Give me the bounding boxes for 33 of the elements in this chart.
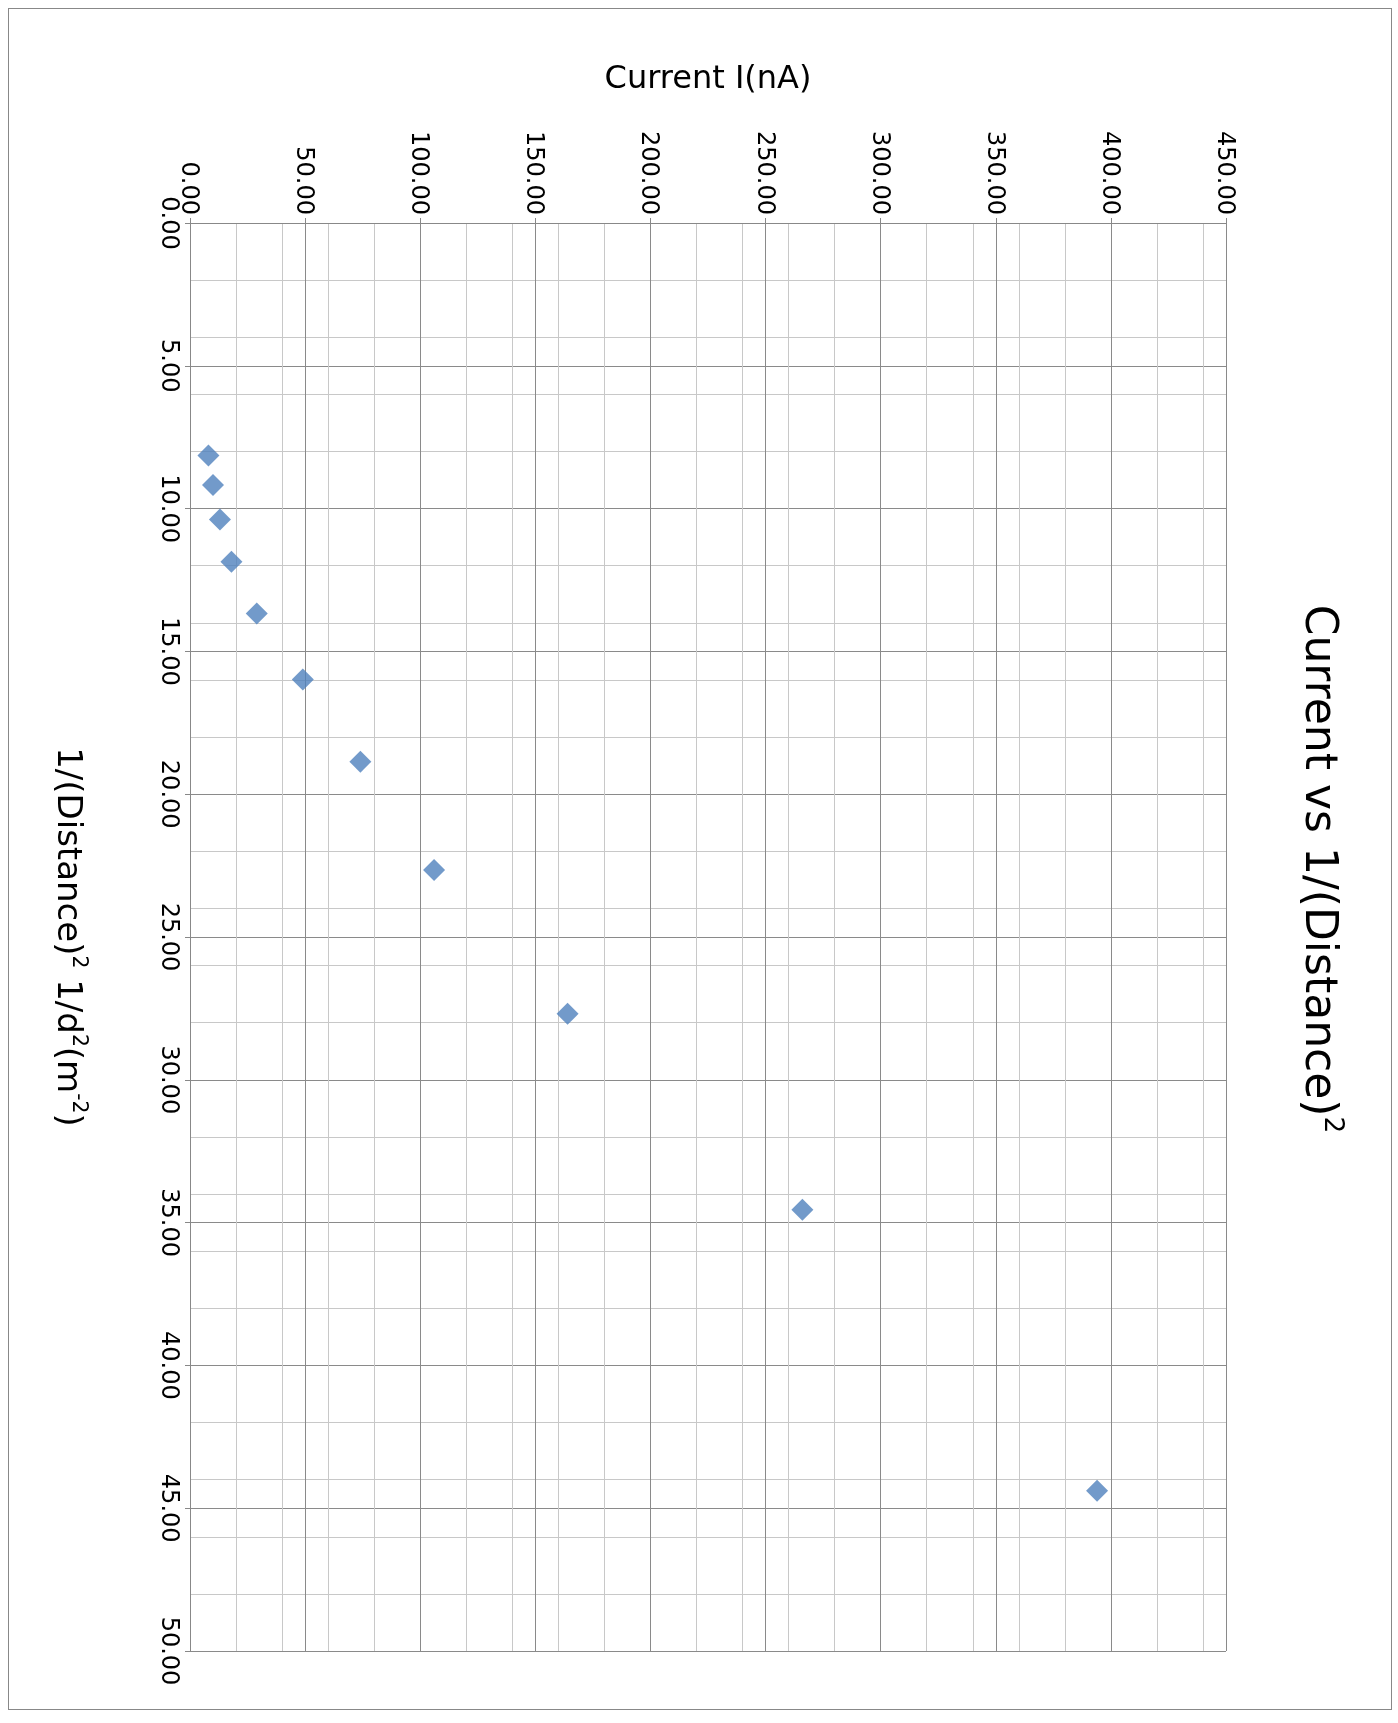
x-tick-label: 450.00 <box>1212 131 1240 215</box>
text: Current vs 1/(Distance)2 <box>1295 604 1350 1134</box>
y-tick-label: 5.00 <box>156 339 184 393</box>
y-tick-label: 25.00 <box>156 902 184 972</box>
y-tick-label: 30.00 <box>156 1045 184 1115</box>
point <box>245 602 268 625</box>
y-tick-label: 50.00 <box>156 1616 184 1686</box>
x-tick-label: 100.00 <box>406 131 435 215</box>
point <box>220 550 243 573</box>
point <box>556 1002 579 1025</box>
point <box>423 858 446 881</box>
y-tick-label: 45.00 <box>156 1473 184 1543</box>
y-tick-label: 35.00 <box>156 1188 184 1257</box>
x-tick-label: 200.00 <box>636 131 665 215</box>
point <box>791 1198 814 1221</box>
point <box>202 473 225 496</box>
x-axis-title: Current I(nA) <box>604 58 812 96</box>
point <box>208 508 231 531</box>
y-tick-label: 15.00 <box>156 617 184 686</box>
y-axis-title: 1/(Distance)2 1/d2(m-2) <box>49 747 92 1127</box>
y-tick-label: 10.00 <box>156 474 184 543</box>
point <box>291 668 314 691</box>
point <box>197 444 220 467</box>
x-tick-label: 400.00 <box>1096 131 1125 215</box>
x-tick-label: 150.00 <box>521 131 550 215</box>
x-tick-label: 250.00 <box>751 131 780 215</box>
y-tick-label: 20.00 <box>156 759 184 829</box>
y-tick-label: 40.00 <box>156 1331 184 1400</box>
point <box>349 750 372 773</box>
point <box>1086 1479 1109 1502</box>
x-tick-label: 300.00 <box>866 131 895 215</box>
x-tick-label: 350.00 <box>981 131 1010 215</box>
x-tick-label: 50.00 <box>291 146 320 215</box>
